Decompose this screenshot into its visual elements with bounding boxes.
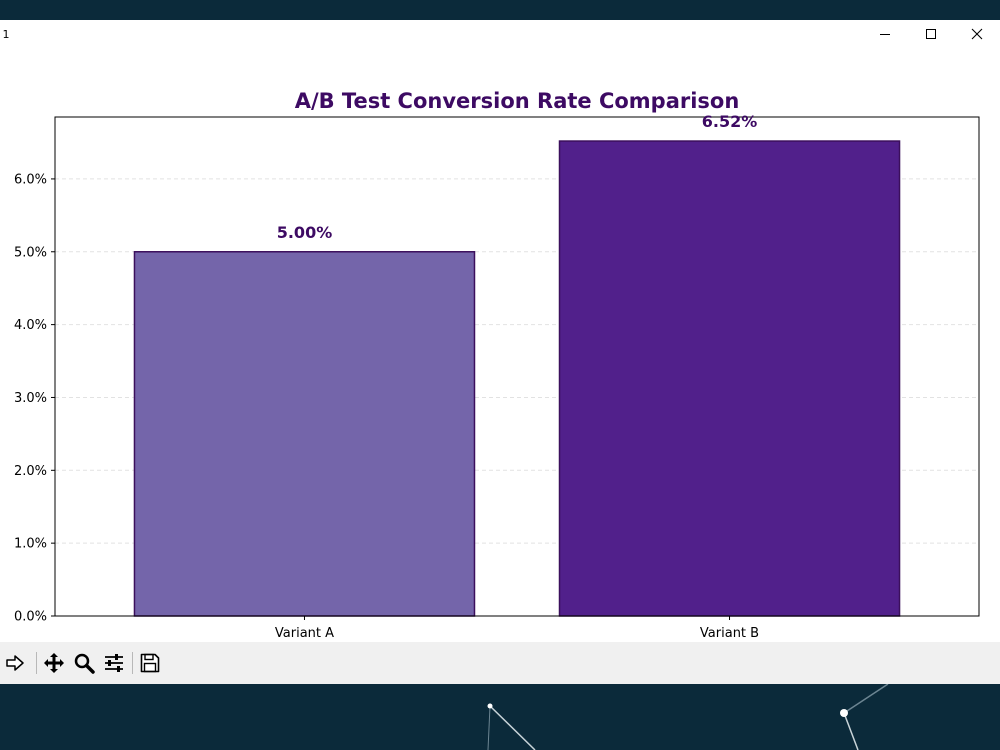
y-tick-label: 5.0% [14, 245, 47, 260]
figure-canvas: A/B Test Conversion Rate Comparison 0.0%… [0, 48, 1000, 642]
x-tick-label: Variant B [700, 626, 759, 641]
zoom-icon [74, 653, 95, 674]
y-tick-label: 1.0% [14, 537, 47, 552]
y-tick-label: 2.0% [14, 464, 47, 479]
y-axis: 0.0% 1.0% 2.0% 3.0% 4.0% 5.0% 6.0% [14, 172, 55, 625]
pan-button[interactable] [41, 651, 67, 675]
pan-icon [44, 653, 64, 673]
maximize-icon [926, 29, 936, 39]
maximize-button[interactable] [908, 20, 954, 48]
toolbar-separator [36, 652, 37, 674]
minimize-icon [880, 34, 890, 35]
y-tick-label: 0.0% [14, 610, 47, 625]
navigation-toolbar [0, 642, 1000, 684]
x-tick-label: Variant A [275, 626, 334, 641]
desktop-wallpaper-network-lines [487, 683, 889, 750]
bars [133, 140, 901, 617]
value-label: 5.00% [277, 223, 333, 242]
minimize-button[interactable] [862, 20, 908, 48]
value-label: 6.52% [702, 112, 758, 131]
chart-title: A/B Test Conversion Rate Comparison [295, 89, 740, 113]
window-title: re 1 [0, 28, 10, 41]
figure-window: re 1 A/B Test Conversion Rate Comparison… [0, 20, 1000, 684]
zoom-button[interactable] [71, 651, 97, 675]
save-button[interactable] [137, 651, 163, 675]
value-labels: 5.00% 6.52% [277, 112, 758, 242]
window-titlebar[interactable]: re 1 [0, 20, 1000, 48]
plot-area-frame [54, 116, 980, 617]
forward-arrow-icon [6, 655, 24, 671]
x-axis: Variant A Variant B [275, 616, 759, 641]
toolbar-separator [132, 652, 133, 674]
y-tick-label: 4.0% [14, 318, 47, 333]
configure-subplots-icon [105, 654, 123, 672]
y-tick-label: 6.0% [14, 172, 47, 187]
bar-variant-b [558, 140, 901, 617]
bar-variant-a [133, 251, 476, 617]
close-icon [971, 28, 983, 40]
close-button[interactable] [954, 20, 1000, 48]
forward-button[interactable] [2, 651, 28, 675]
y-tick-label: 3.0% [14, 391, 47, 406]
configure-subplots-button[interactable] [101, 651, 127, 675]
save-icon [140, 653, 160, 673]
